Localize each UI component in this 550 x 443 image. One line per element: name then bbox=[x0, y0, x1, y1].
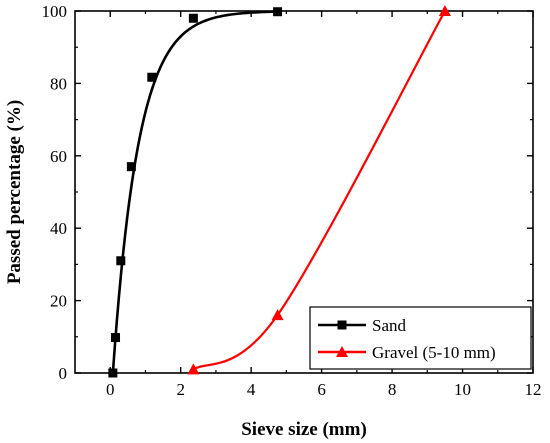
legend: Sand Gravel (5-10 mm) bbox=[309, 306, 532, 370]
data-point bbox=[188, 13, 198, 23]
data-point bbox=[116, 256, 126, 266]
x-tick-label: 2 bbox=[176, 380, 185, 399]
x-tick-label: 10 bbox=[454, 380, 471, 399]
axes: 0 2 4 6 8 10 12 0 20 40 60 80 100 bbox=[42, 2, 542, 399]
data-point bbox=[438, 5, 451, 16]
series-sand bbox=[108, 7, 283, 378]
series-line bbox=[192, 10, 446, 371]
data-point bbox=[187, 363, 200, 375]
data-point bbox=[273, 7, 283, 17]
y-tick-label: 60 bbox=[50, 147, 67, 166]
y-tick-label: 80 bbox=[50, 74, 67, 93]
x-tick-label: 12 bbox=[525, 380, 542, 399]
data-point bbox=[111, 333, 121, 343]
data-point bbox=[271, 309, 284, 321]
y-axis-title: Passed percentage (%) bbox=[4, 100, 25, 284]
data-point bbox=[147, 72, 157, 82]
y-tick-label: 40 bbox=[50, 219, 67, 238]
x-tick-label: 8 bbox=[388, 380, 397, 399]
x-tick-label: 4 bbox=[247, 380, 256, 399]
legend-label: Gravel (5-10 mm) bbox=[372, 343, 496, 362]
x-tick-label: 0 bbox=[106, 380, 115, 399]
y-tick-label: 20 bbox=[50, 292, 67, 311]
legend-marker bbox=[336, 346, 348, 357]
data-point bbox=[108, 368, 118, 378]
series-group bbox=[108, 5, 451, 378]
series-gravel bbox=[187, 5, 451, 375]
legend-box bbox=[309, 306, 532, 370]
series-line bbox=[111, 10, 278, 374]
y-tick-label: 100 bbox=[42, 2, 68, 21]
x-axis-title: Sieve size (mm) bbox=[241, 419, 367, 440]
legend-marker bbox=[337, 320, 347, 330]
y-tick-label: 0 bbox=[59, 364, 68, 383]
data-point bbox=[126, 162, 136, 172]
x-tick-label: 6 bbox=[317, 380, 326, 399]
legend-label: Sand bbox=[372, 316, 407, 335]
